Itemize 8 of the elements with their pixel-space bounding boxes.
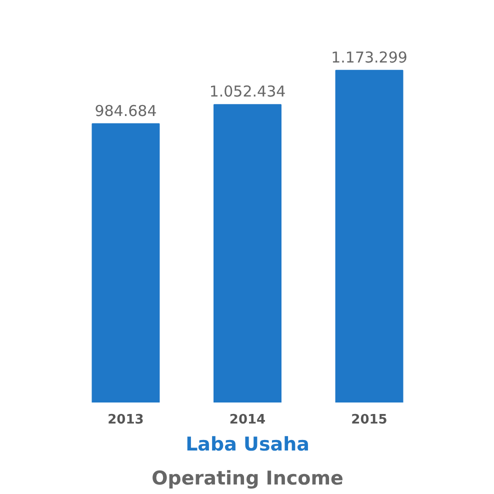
data-label: 984.684 [94, 102, 157, 120]
data-label: 1.173.299 [331, 48, 408, 66]
text: Operating Income [152, 468, 344, 490]
x-tick-label: 2014 [229, 412, 266, 428]
x-tick-label: 2013 [108, 412, 144, 428]
text: Laba Usaha [186, 434, 310, 456]
data-label: 1.052.434 [209, 82, 286, 101]
x-tick-label: 2015 [351, 412, 388, 428]
